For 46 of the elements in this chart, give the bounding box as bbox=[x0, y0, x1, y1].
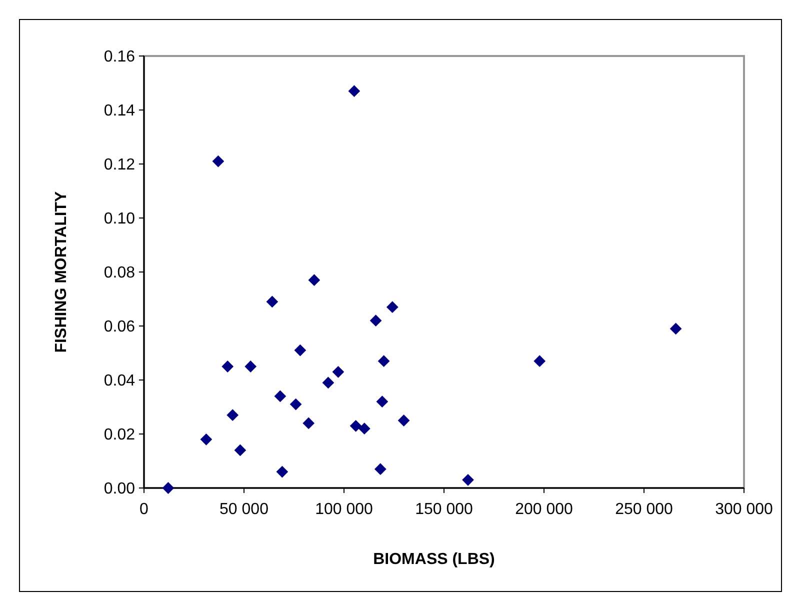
point bbox=[276, 466, 288, 478]
point bbox=[350, 420, 362, 432]
point bbox=[200, 433, 212, 446]
point bbox=[294, 344, 306, 356]
point bbox=[212, 155, 224, 168]
point bbox=[332, 366, 344, 378]
point bbox=[266, 296, 278, 308]
y-axis-title: FISHING MORTALITY bbox=[53, 190, 70, 353]
point bbox=[234, 444, 246, 456]
y-tick-label: 0.08 bbox=[104, 264, 136, 282]
x-tick-label: 200 000 bbox=[515, 501, 574, 518]
y-tick-label: 0.06 bbox=[104, 318, 136, 336]
point bbox=[374, 463, 386, 476]
point bbox=[222, 360, 234, 372]
point bbox=[322, 376, 334, 389]
point bbox=[226, 409, 239, 422]
x-axis-title: BIOMASS (LBS) bbox=[373, 551, 495, 568]
y-tick-label: 0.02 bbox=[104, 426, 136, 444]
x-tick-label: 150 000 bbox=[415, 501, 474, 518]
point bbox=[302, 417, 315, 430]
x-tick-label: 300 000 bbox=[715, 501, 774, 518]
y-tick-label: 0.16 bbox=[104, 48, 136, 66]
x-tick-label: 50 000 bbox=[220, 501, 269, 518]
point bbox=[162, 482, 174, 494]
point bbox=[274, 390, 286, 402]
x-tick-label: 100 000 bbox=[315, 501, 374, 518]
x-tick-label: 0 bbox=[140, 501, 149, 518]
point bbox=[462, 474, 474, 486]
point bbox=[290, 398, 302, 410]
x-tick-label: 250 000 bbox=[615, 501, 674, 518]
point bbox=[378, 355, 390, 368]
point bbox=[670, 322, 682, 335]
point bbox=[376, 396, 388, 408]
y-tick-label: 0.14 bbox=[104, 102, 136, 120]
point bbox=[534, 355, 546, 368]
point bbox=[308, 274, 320, 286]
y-tick-label: 0.10 bbox=[104, 210, 136, 228]
point bbox=[386, 301, 398, 314]
y-tick-label: 0.12 bbox=[104, 156, 136, 174]
point bbox=[370, 314, 382, 327]
point bbox=[398, 414, 410, 426]
y-tick-label: 0.04 bbox=[104, 372, 136, 390]
point bbox=[348, 85, 360, 98]
point bbox=[244, 360, 257, 372]
point bbox=[358, 422, 370, 435]
y-tick-label: 0.00 bbox=[104, 480, 136, 498]
